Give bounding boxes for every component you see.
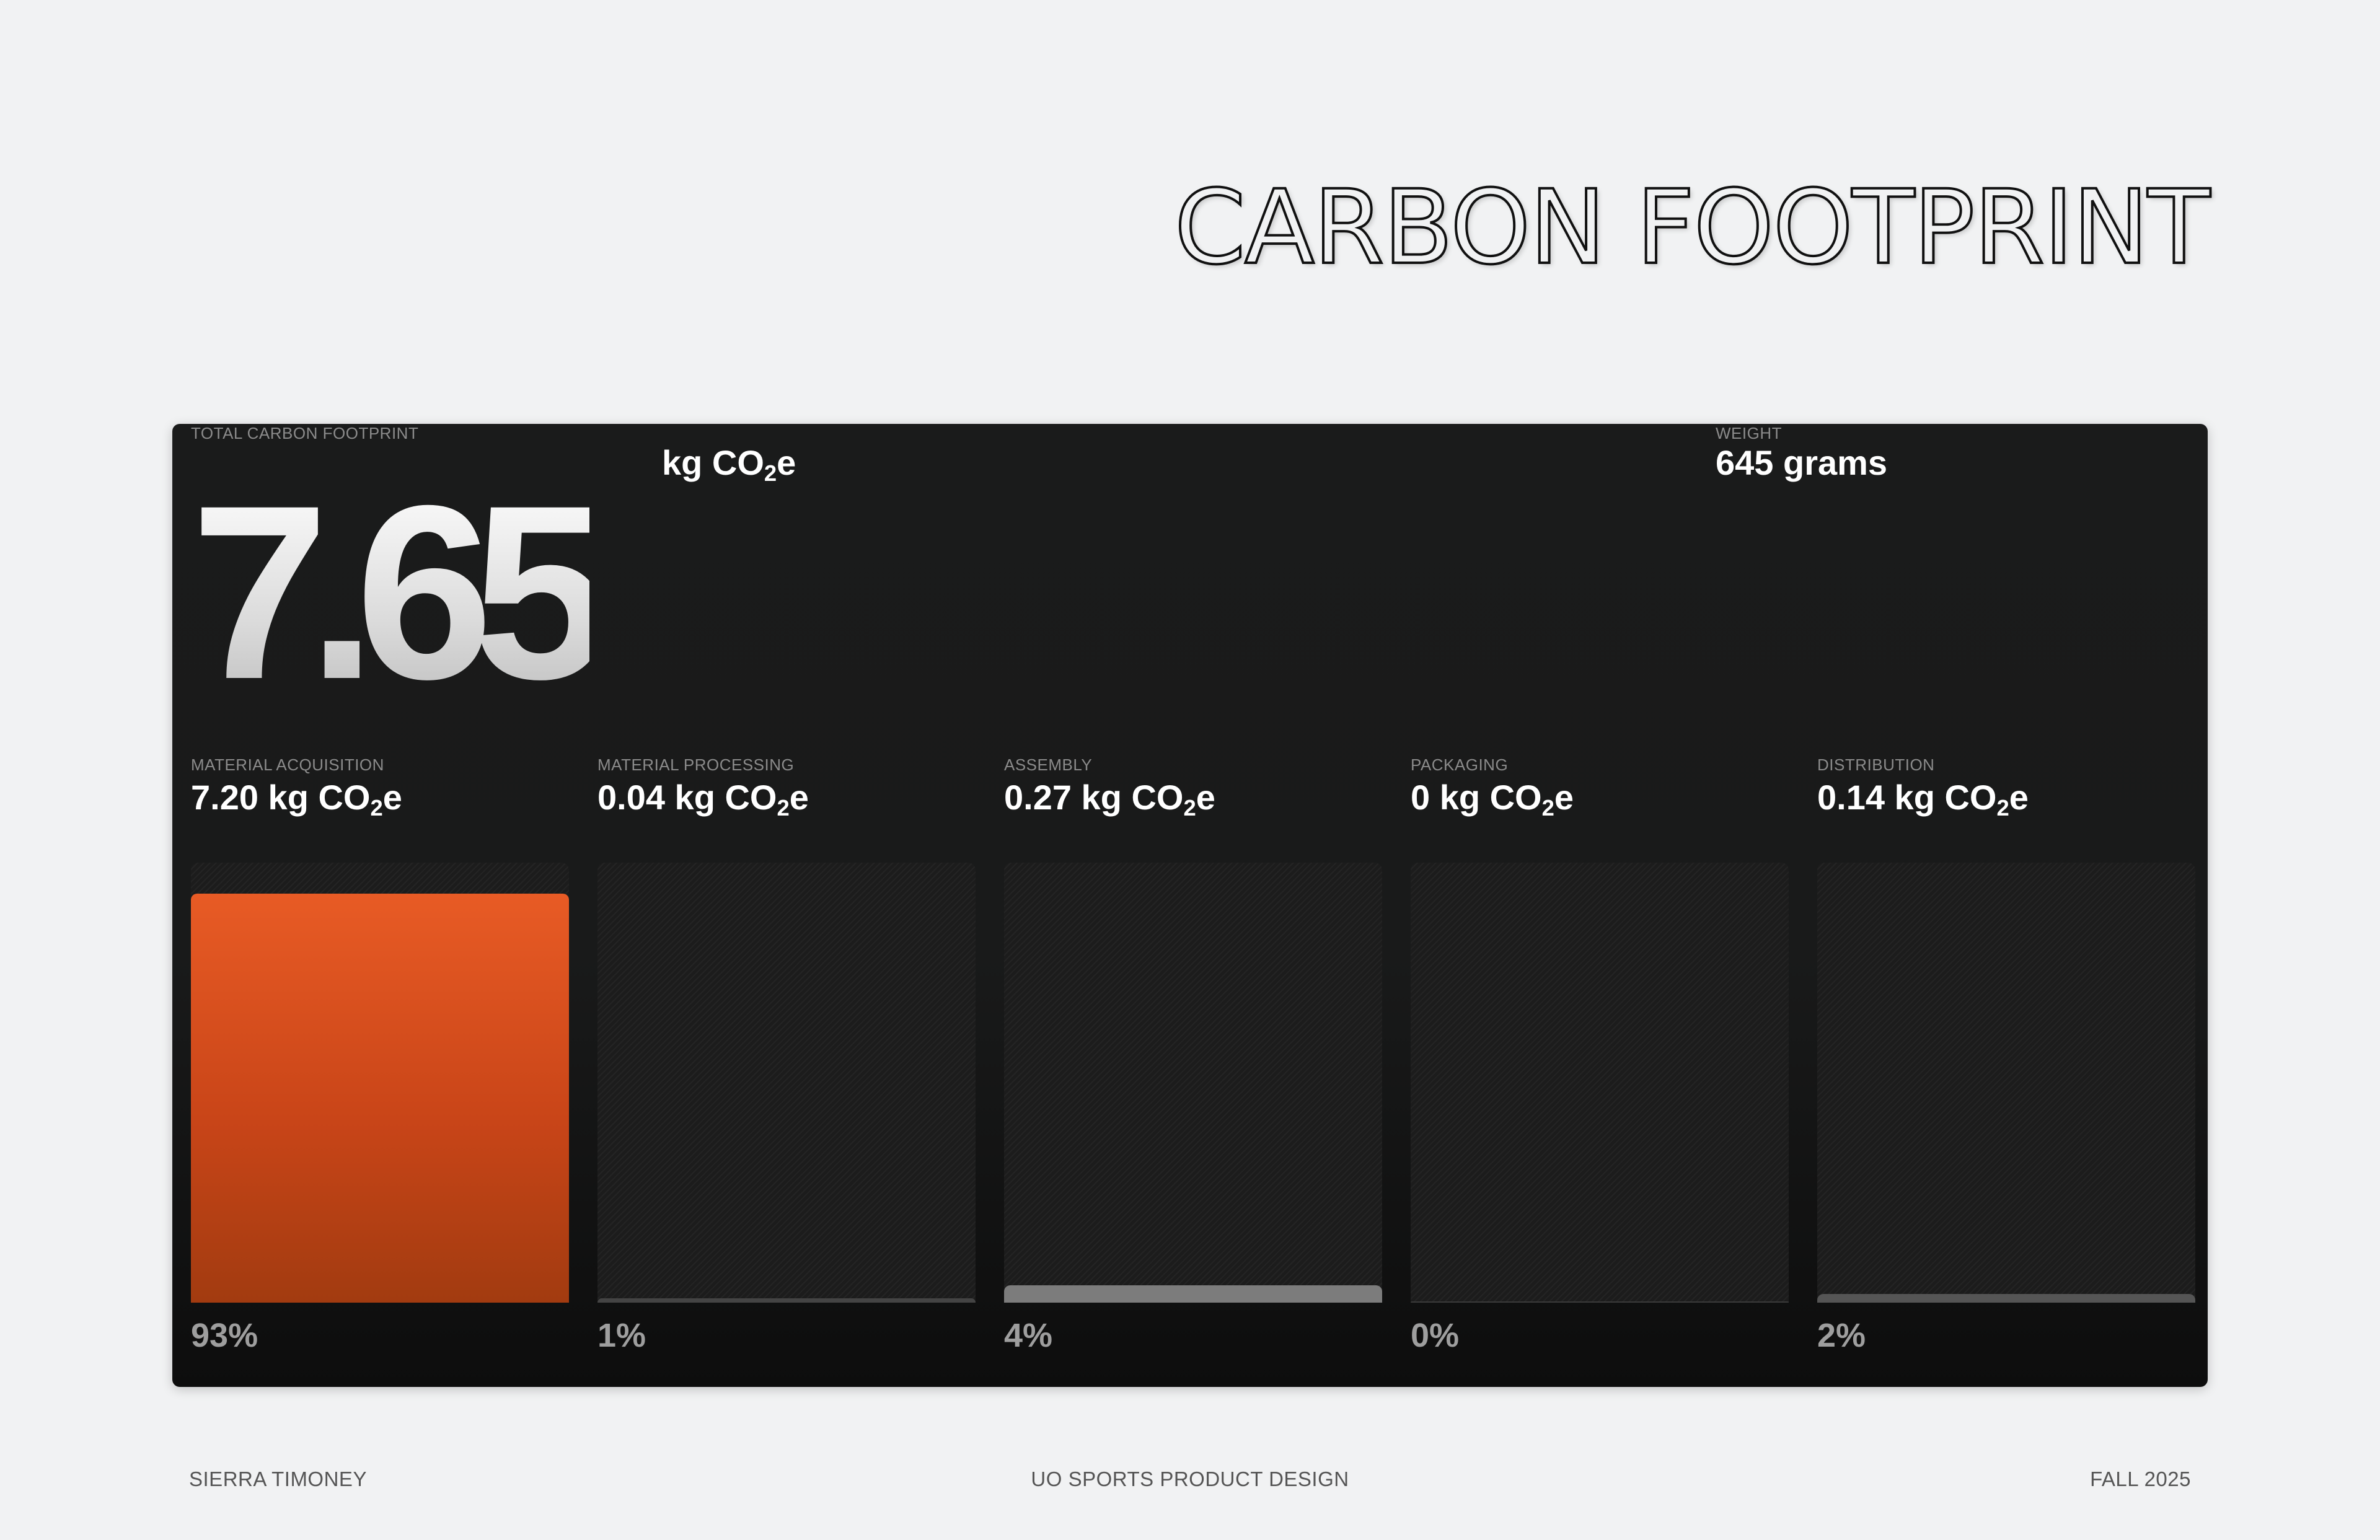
weight-value: 645 grams (1716, 443, 1888, 482)
unit-prefix: kg CO (662, 443, 764, 482)
weight-label: WEIGHT (1716, 424, 1782, 442)
stage-value-suffix: e (1196, 778, 1215, 817)
stage-percent-label: 93% (191, 1317, 258, 1354)
total-footprint-label: TOTAL CARBON FOOTPRINT (191, 424, 419, 442)
stage-value: 0.04 kg CO2e (597, 777, 809, 819)
stage-label: MATERIAL PROCESSING (597, 755, 795, 774)
footer-author: SIERRA TIMONEY (189, 1467, 367, 1490)
stage-value-subscript: 2 (370, 795, 383, 821)
stage-percent-label: 2% (1817, 1317, 1866, 1354)
stage-value-suffix: e (382, 778, 402, 817)
stage-percent-label: 0% (1411, 1317, 1460, 1354)
footer-program: UO SPORTS PRODUCT DESIGN (1031, 1467, 1349, 1490)
total-footprint-unit: kg CO2e (662, 442, 796, 486)
stage-value: 0.14 kg CO2e (1817, 777, 2029, 819)
stage-label: DISTRIBUTION (1817, 755, 1935, 774)
stage-percent-label: 1% (597, 1317, 646, 1354)
stage-bar-track (597, 863, 976, 1303)
unit-suffix: e (777, 443, 796, 482)
stage-label: MATERIAL ACQUISITION (191, 755, 384, 774)
stage-value-subscript: 2 (1996, 795, 2009, 821)
stage-value: 0 kg CO2e (1411, 777, 1574, 819)
page-title: CARBON FOOTPRINT (1173, 168, 2211, 287)
stage-bar-track (1817, 863, 2195, 1303)
stage-bar (1004, 1285, 1382, 1303)
stage-value-text: 0.27 kg CO (1004, 778, 1184, 817)
stage-bar (191, 894, 569, 1303)
stage-bar-track (1004, 863, 1382, 1303)
carbon-dashboard-panel: TOTAL CARBON FOOTPRINT 7.65 kg CO2e WEIG… (172, 424, 2208, 1387)
stage-bar (1411, 1301, 1789, 1303)
stage-value: 0.27 kg CO2e (1004, 777, 1215, 819)
stage-value-subscript: 2 (1541, 795, 1554, 821)
footer-term: FALL 2025 (2090, 1467, 2191, 1490)
stage-value-suffix: e (2009, 778, 2029, 817)
stage-percent-label: 4% (1004, 1317, 1053, 1354)
stage-value-suffix: e (789, 778, 809, 817)
total-footprint-value: 7.65 (191, 454, 610, 731)
stage-label: PACKAGING (1411, 755, 1509, 774)
stage-bar (597, 1298, 976, 1303)
stage-bar-track (1411, 863, 1789, 1303)
stage-value: 7.20 kg CO2e (191, 777, 402, 819)
stage-value-text: 0 kg CO (1411, 778, 1542, 817)
stage-value-text: 0.14 kg CO (1817, 778, 1997, 817)
unit-subscript: 2 (764, 460, 777, 486)
stage-value-text: 7.20 kg CO (191, 778, 371, 817)
stage-bar-track (191, 863, 569, 1303)
stage-value-suffix: e (1554, 778, 1574, 817)
stage-value-subscript: 2 (1183, 795, 1196, 821)
stage-bar (1817, 1294, 2195, 1303)
stage-value-text: 0.04 kg CO (597, 778, 777, 817)
stage-label: ASSEMBLY (1004, 755, 1093, 774)
stage-value-subscript: 2 (777, 795, 790, 821)
